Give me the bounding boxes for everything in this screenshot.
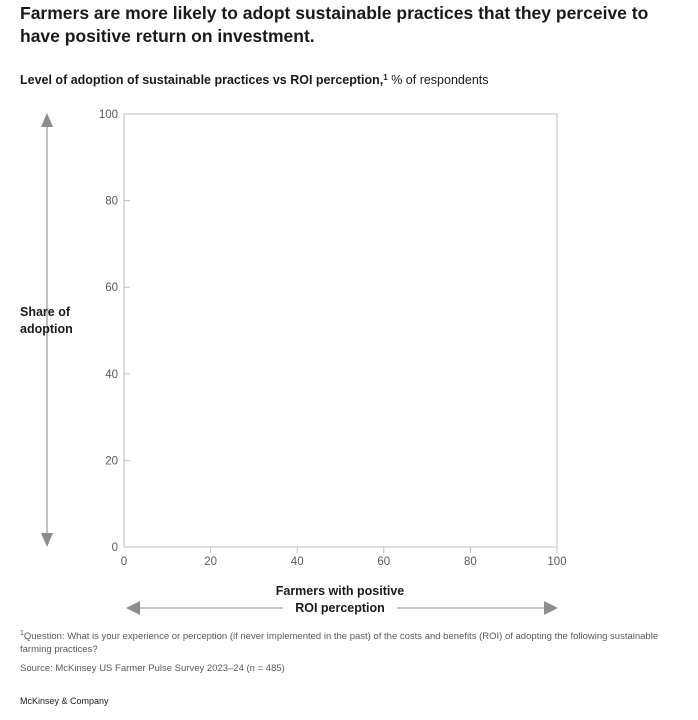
svg-text:40: 40 [291,556,304,568]
svg-text:0: 0 [121,556,127,568]
svg-text:100: 100 [547,556,566,568]
svg-text:80: 80 [464,556,477,568]
svg-text:adoption: adoption [20,322,73,336]
svg-text:0: 0 [112,542,118,554]
svg-text:60: 60 [377,556,390,568]
svg-text:100: 100 [99,109,118,121]
svg-text:40: 40 [105,369,118,381]
svg-text:20: 20 [204,556,217,568]
svg-text:20: 20 [105,455,118,467]
svg-text:60: 60 [105,282,118,294]
svg-text:80: 80 [105,196,118,208]
svg-text:ROI perception: ROI perception [295,601,385,615]
svg-text:Share of: Share of [20,305,71,319]
svg-text:Farmers with positive: Farmers with positive [276,584,405,598]
